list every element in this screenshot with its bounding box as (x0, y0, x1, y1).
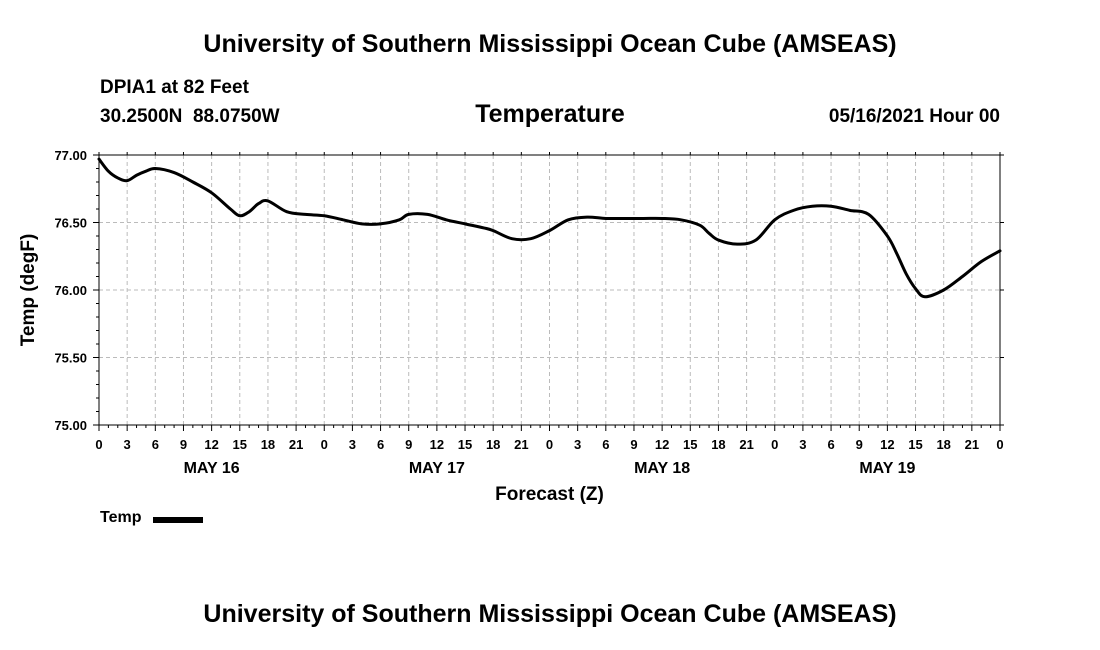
day-label: MAY 19 (859, 460, 915, 477)
x-tick-label: 0 (546, 437, 553, 452)
y-tick-label: 75.50 (54, 351, 87, 366)
legend-swatch-temp (153, 516, 204, 523)
x-tick-label: 21 (739, 437, 753, 452)
legend: Temp (100, 509, 204, 527)
day-label: MAY 16 (184, 460, 240, 477)
x-tick-label: 15 (683, 437, 697, 452)
temperature-chart: 0 3 6 9 12 15 18 21 0 3 6 9 12 15 18 21 0 3 6 9 12 15 18 21 0 3 6 9… (18, 148, 1004, 505)
x-tick-label: 6 (827, 437, 834, 452)
x-tick-label: 3 (799, 437, 806, 452)
x-tick-label: 0 (771, 437, 778, 452)
series-line-temp (97, 157, 1002, 299)
x-tick-label: 21 (965, 437, 979, 452)
x-tick-label: 15 (458, 437, 472, 452)
y-tick-label: 76.50 (54, 216, 87, 231)
y-tick-label: 75.00 (54, 418, 87, 433)
x-tick-label: 6 (152, 437, 159, 452)
chart-subtitle: Temperature (475, 100, 625, 128)
x-tick-label: 21 (514, 437, 528, 452)
legend-label-temp: Temp (100, 509, 142, 526)
chart-title: University of Southern Mississippi Ocean… (203, 30, 897, 58)
x-tick-label: 3 (574, 437, 581, 452)
y-axis-label: Temp (degF) (18, 234, 39, 347)
x-tick-label: 18 (711, 437, 725, 452)
x-tick-label: 9 (405, 437, 412, 452)
x-tick-label: 9 (856, 437, 863, 452)
x-tick-label: 12 (880, 437, 894, 452)
x-tick-label: 12 (430, 437, 444, 452)
x-tick-label: 6 (377, 437, 384, 452)
plot-frame (98, 154, 1001, 426)
x-tick-label: 0 (996, 437, 1003, 452)
x-tick-label: 3 (124, 437, 131, 452)
coordinates-label: 30.2500N 88.0750W (100, 106, 280, 127)
footer-title: University of Southern Mississippi Ocean… (203, 600, 897, 628)
x-tick-label: 18 (936, 437, 950, 452)
x-tick-label: 9 (630, 437, 637, 452)
x-tick-label: 9 (180, 437, 187, 452)
x-tick-label: 12 (204, 437, 218, 452)
x-tick-label: 3 (349, 437, 356, 452)
forecast-datetime: 05/16/2021 Hour 00 (828, 106, 1000, 127)
y-tick-label: 77.00 (54, 148, 87, 163)
x-tick-label: 0 (321, 437, 328, 452)
x-axis-label: Forecast (Z) (495, 484, 604, 505)
x-tick-label: 18 (486, 437, 500, 452)
x-tick-label: 15 (233, 437, 247, 452)
x-tick-label: 0 (95, 437, 102, 452)
x-tick-label: 12 (655, 437, 669, 452)
day-label: MAY 17 (409, 460, 465, 477)
day-label: MAY 18 (634, 460, 690, 477)
x-tick-label: 21 (289, 437, 303, 452)
station-label: DPIA1 at 82 Feet (100, 77, 249, 98)
x-tick-label: 18 (261, 437, 275, 452)
x-tick-label: 6 (602, 437, 609, 452)
y-tick-label: 76.00 (54, 283, 87, 298)
x-tick-label: 15 (908, 437, 922, 452)
